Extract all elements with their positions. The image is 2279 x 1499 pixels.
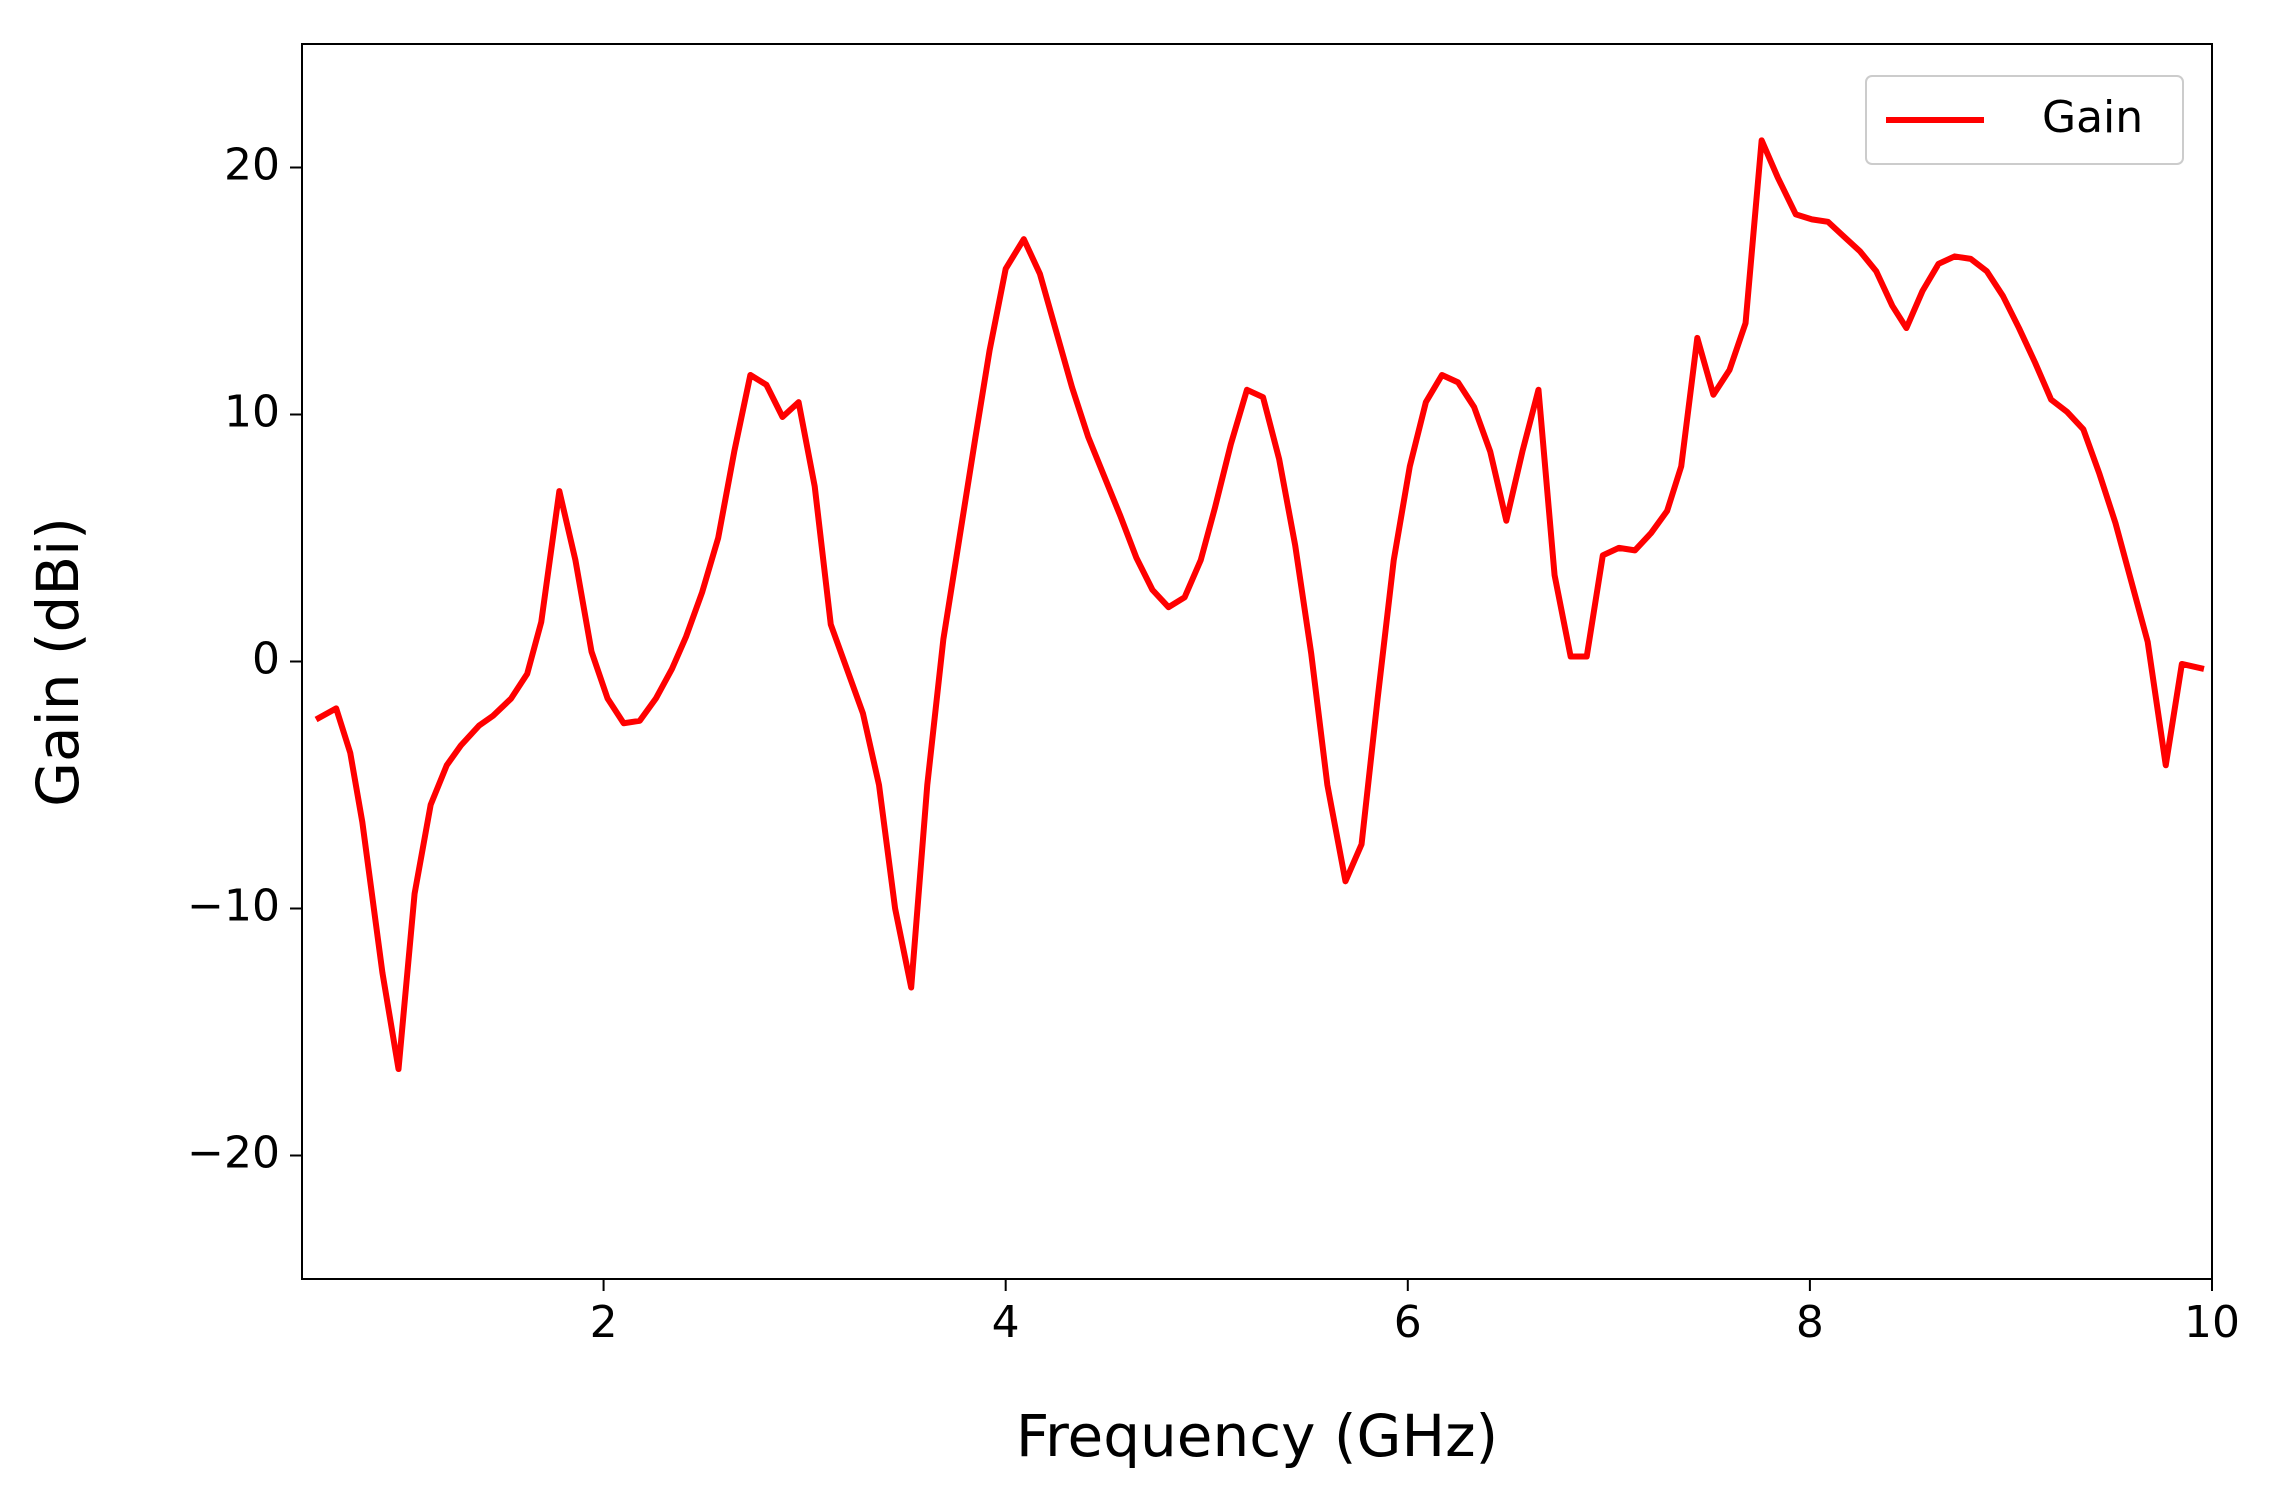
x-axis-label: Frequency (GHz) [1016,1402,1498,1470]
line [314,137,2205,1073]
x-tick-label: 2 [590,1297,618,1348]
y-axis-label: Gain (dBi) [24,517,92,807]
y-tick-label: −10 [187,881,280,932]
y-tick-label: −20 [187,1128,280,1179]
legend-label: Gain [2042,92,2143,143]
y-tick-label: 10 [224,387,280,438]
x-tick-label: 6 [1394,1297,1422,1348]
y-tick-label: 20 [224,140,280,191]
x-tick-label: 4 [992,1297,1020,1348]
x-tick-label: 8 [1796,1297,1824,1348]
x-tick-label: 10 [2184,1297,2240,1348]
legend-box [1865,75,2184,165]
y-tick-label: 0 [252,634,280,685]
plot-frame [301,43,2213,1280]
